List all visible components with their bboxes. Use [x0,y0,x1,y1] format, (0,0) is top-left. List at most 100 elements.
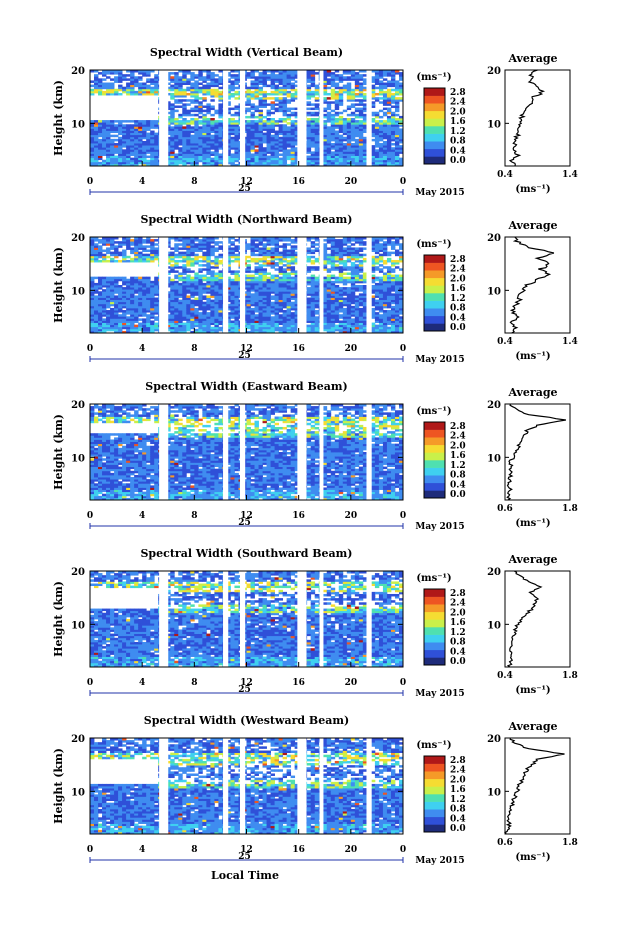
y-axis-label: Height (km) [52,748,65,824]
colorbar-swatch [424,255,445,263]
average-x-tick-label: 0.4 [497,671,513,681]
x-tick-label: 16 [292,845,305,855]
average-frame [504,236,571,334]
date-label: May 2015 [415,188,464,198]
x-tick-label: 8 [191,344,197,354]
y-tick-label: 10 [71,453,85,464]
data-gap [159,571,169,667]
colorbar-unit: (ms⁻¹) [416,406,451,417]
data-gap [223,404,229,500]
colorbar-swatch [424,422,445,430]
colorbar-tick-label: 0.0 [450,156,466,166]
colorbar-tick-label: 0.8 [450,638,466,648]
panel-0: Spectral Width (Vertical Beam) 10 20 Height… [52,46,578,198]
colorbar-swatch [424,315,445,324]
colorbar-unit: (ms⁻¹) [416,740,451,751]
average-profile-line [509,236,555,334]
colorbar-frame [423,588,446,666]
y-tick-label: 10 [71,119,85,130]
average-y-tick-label: 20 [487,734,501,745]
x-tick-label: 20 [345,344,358,354]
colorbar-tick-label: 2.4 [450,432,466,442]
colorbar-swatch [424,270,445,279]
colorbar-unit: (ms⁻¹) [416,72,451,83]
date-label: May 2015 [415,355,464,365]
data-gap [319,237,324,333]
data-gap [159,70,169,166]
average-unit: (ms⁻¹) [515,184,550,195]
colorbar-tick-label: 0.4 [450,647,466,657]
colorbar-swatch [424,778,445,787]
average-x-tick-label: 1.8 [562,671,578,681]
colorbar-swatch [424,88,445,96]
data-gap [223,738,229,834]
colorbar-swatch [424,475,445,484]
colorbar-tick-label: 1.2 [450,795,466,805]
x-tick-label: 8 [191,177,197,187]
average-x-tick-label: 1.4 [562,170,578,180]
average-y-tick-label: 20 [487,400,501,411]
average-title: Average [507,553,557,566]
average-x-tick-label: 1.4 [562,337,578,347]
colorbar-swatch [424,786,445,795]
x-tick-label: 4 [139,177,145,187]
average-y-tick-label: 20 [487,233,501,244]
colorbar-swatch [424,824,445,833]
average-unit: (ms⁻¹) [515,518,550,529]
y-tick-label: 20 [71,400,85,411]
x-tick-label: 0 [87,177,93,187]
data-gap [319,70,324,166]
colorbar-swatch [424,816,445,825]
average-unit: (ms⁻¹) [515,852,550,863]
x-tick-label: 12 [240,511,253,521]
colorbar-tick-label: 0.8 [450,471,466,481]
x-tick-label: 12 [240,177,253,187]
data-gap [297,237,307,333]
data-gap [366,404,372,500]
heatmap [90,237,404,334]
colorbar-swatch [424,437,445,446]
average-x-tick-label: 1.8 [562,504,578,514]
average-x-tick-label: 0.4 [497,170,513,180]
colorbar-swatch [424,141,445,150]
colorbar-tick-label: 0.4 [450,814,466,824]
average-y-tick-label: 10 [487,620,501,631]
colorbar-swatch [424,756,445,764]
x-tick-label: 4 [139,344,145,354]
colorbar-tick-label: 1.2 [450,628,466,638]
data-gap [297,404,307,500]
data-gap [297,571,307,667]
y-tick-label: 20 [71,567,85,578]
data-gap [319,571,324,667]
panel-4: Spectral Width (Westward Beam) 10 20 Height… [52,714,578,866]
colorbar-tick-label: 1.6 [450,785,466,795]
data-gap [239,738,246,834]
colorbar-swatch [424,460,445,468]
average-frame [504,570,571,668]
day-label: 25 [238,351,251,361]
average-y-tick-label: 10 [487,286,501,297]
colorbar-swatch [424,126,445,134]
colorbar-tick-label: 2.0 [450,274,466,284]
x-tick-label: 4 [139,678,145,688]
average-x-tick-label: 0.4 [497,337,513,347]
colorbar-tick-label: 0.8 [450,805,466,815]
y-tick-label: 10 [71,286,85,297]
average-title: Average [507,219,557,232]
colorbar-swatch [424,452,445,461]
colorbar-unit: (ms⁻¹) [416,573,451,584]
x-tick-label: 20 [345,678,358,688]
colorbar-swatch [424,771,445,780]
colorbar-tick-label: 2.0 [450,608,466,618]
data-gap [319,404,324,500]
y-axis-label: Height (km) [52,247,65,323]
y-tick-label: 20 [71,66,85,77]
heatmap [90,404,404,501]
data-gap [366,738,372,834]
x-tick-label: 8 [191,678,197,688]
data-gap [223,237,229,333]
panel-title: Spectral Width (Westward Beam) [144,714,349,727]
colorbar-tick-label: 0.0 [450,323,466,333]
average-profile-line [506,570,543,668]
